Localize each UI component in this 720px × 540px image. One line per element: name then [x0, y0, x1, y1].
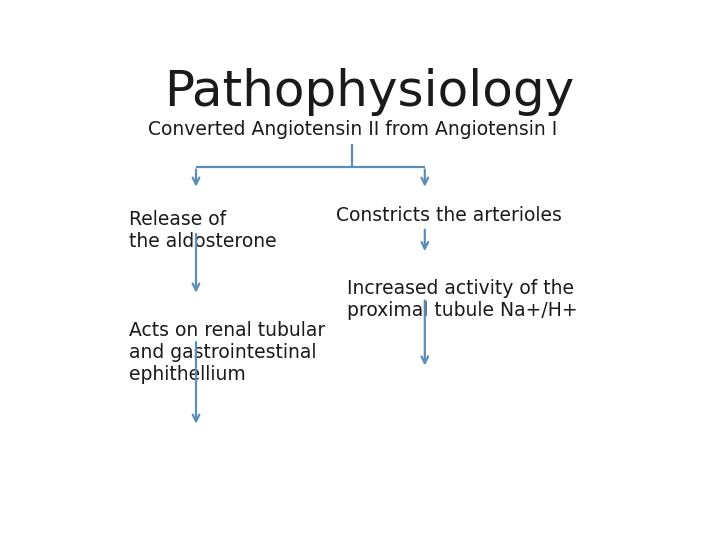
Text: Release of
the aldosterone: Release of the aldosterone — [129, 210, 276, 251]
Text: Converted Angiotensin II from Angiotensin I: Converted Angiotensin II from Angiotensi… — [148, 120, 557, 139]
Text: Pathophysiology: Pathophysiology — [164, 68, 574, 116]
Text: Constricts the arterioles: Constricts the arterioles — [336, 206, 562, 225]
Text: Increased activity of the
proximal tubule Na+/H+: Increased activity of the proximal tubul… — [347, 279, 577, 320]
Text: Acts on renal tubular
and gastrointestinal
ephithellium: Acts on renal tubular and gastrointestin… — [129, 321, 325, 383]
